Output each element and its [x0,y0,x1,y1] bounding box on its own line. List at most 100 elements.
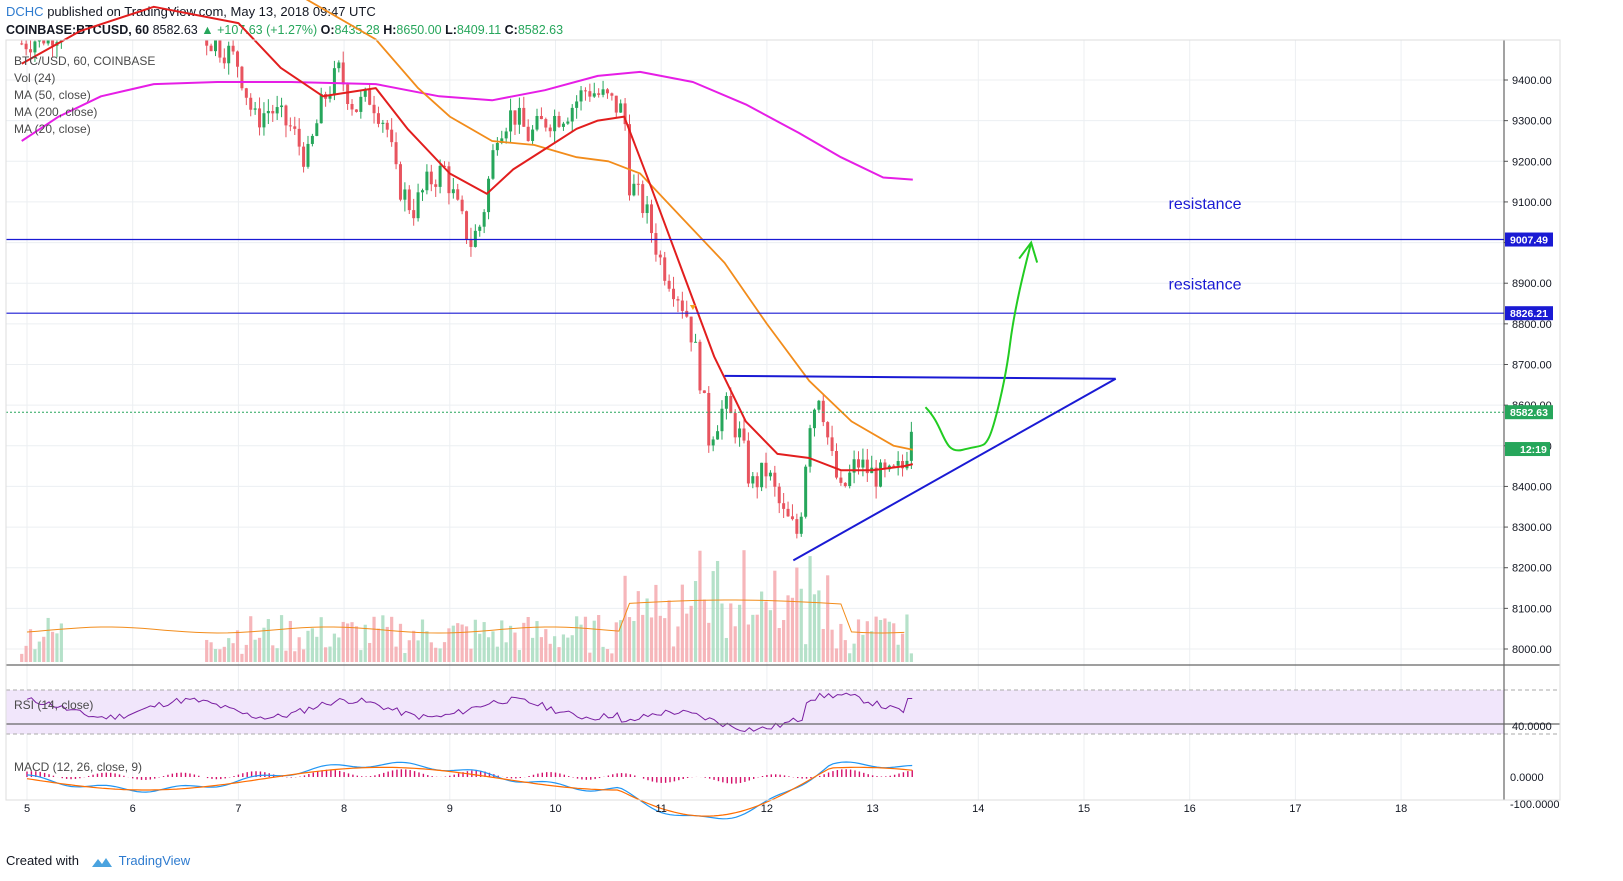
y-tick-label: 9400.00 [1512,75,1552,87]
candle-body [808,428,812,467]
candle-body [429,171,433,185]
candle-body [33,41,37,53]
volume-bar [561,634,566,662]
chart-legend: BTC/USD, 60, COINBASE Vol (24) MA (50, c… [14,54,155,774]
candle-body [205,40,209,46]
author-name[interactable]: DCHC [6,4,44,19]
low-label: L: [445,23,457,37]
price-badge-label: 9007.49 [1510,235,1548,247]
close-value: 8582.63 [517,23,564,37]
legend-macd: MACD (12, 26, close, 9) [14,760,142,774]
candle-body [350,103,354,110]
candle-body [465,211,469,240]
volume-bar [645,598,649,662]
volume-bar [896,644,900,662]
volume-bar [790,597,795,662]
candle-body [694,341,698,343]
volume-bar [601,646,605,662]
candle-body [37,40,41,42]
volume-bar [843,640,847,662]
volume-bar [566,637,570,662]
candle-body [306,143,310,167]
candle-body [817,400,821,410]
candle-body [337,62,341,69]
price-badge-label: 8582.63 [1510,407,1548,419]
price-chart[interactable]: resistance resistance 8000.00 8100.00 8200.… [0,0,1623,851]
volume-bar [55,633,59,662]
candle-body [698,341,702,391]
candle-body [751,476,755,484]
volume-bar [619,620,623,662]
y-tick-label: 8100.00 [1512,603,1552,615]
y-tick-label: 8000.00 [1512,644,1552,656]
candle-body [804,466,808,517]
volume-bar [231,643,235,662]
volume-bar [350,622,354,662]
x-tick-label: 17 [1289,803,1301,815]
candle-body [848,472,852,487]
volume-bar [698,550,702,662]
candle-body [341,62,345,85]
volume-bar [667,600,671,662]
candle-body [539,116,543,120]
candle-body [249,97,253,110]
volume-bar [253,639,257,662]
volume-bar [737,604,742,662]
candle-body [213,40,217,52]
drawings: resistance resistance [6,196,1504,562]
y-tick-label: 8400.00 [1512,481,1552,493]
candle-body [266,110,270,114]
candle-body [795,519,799,534]
rsi-line [26,692,913,733]
volume-bar [416,640,420,662]
volume-bar [733,626,737,662]
volume-bar [830,629,834,662]
candle-body [227,45,231,64]
candle-body [874,467,878,487]
volume-bar [539,637,544,662]
volume-bar [213,649,218,662]
volume-bar [50,631,55,662]
candle-body [619,103,623,113]
volume-bars [20,550,913,662]
candle-body [434,184,438,187]
volume-bar [826,575,830,662]
volume-bar [887,621,891,662]
candle-body [553,115,557,132]
volume-bar [852,643,856,662]
candle-body [522,107,526,127]
volume-bar [306,630,310,662]
candle-body [328,95,332,99]
volume-bar [429,642,433,662]
volume-bar [834,648,839,662]
volume-bar [385,626,389,662]
candle-body [504,131,508,139]
candle-body [544,119,548,128]
candle-body [346,84,350,104]
volume-bar [359,650,363,662]
candle-body [447,166,451,194]
legend-rsi: RSI (14, close) [14,698,93,712]
volume-bar [310,628,314,662]
candle-body [398,164,402,200]
volume-bar [715,560,720,662]
volume-bar [535,621,539,662]
volume-bar [376,628,381,662]
volume-bar [632,620,636,662]
candle-body [29,49,33,53]
x-tick-label: 7 [235,803,241,815]
volume-bar [420,619,425,662]
volume-bar [548,643,552,662]
candle-body [548,127,552,132]
moving-averages [21,0,914,472]
volume-bar [407,640,411,662]
candle-body [711,439,715,446]
volume-bar [768,610,773,662]
volume-bar [742,550,746,662]
tradingview-brand-link[interactable]: TradingView [118,853,191,868]
candle-body [865,459,869,474]
candle-body [857,459,861,468]
tradingview-logo-icon[interactable] [91,856,113,868]
candle-body [425,171,429,191]
volume-bar [235,630,240,662]
